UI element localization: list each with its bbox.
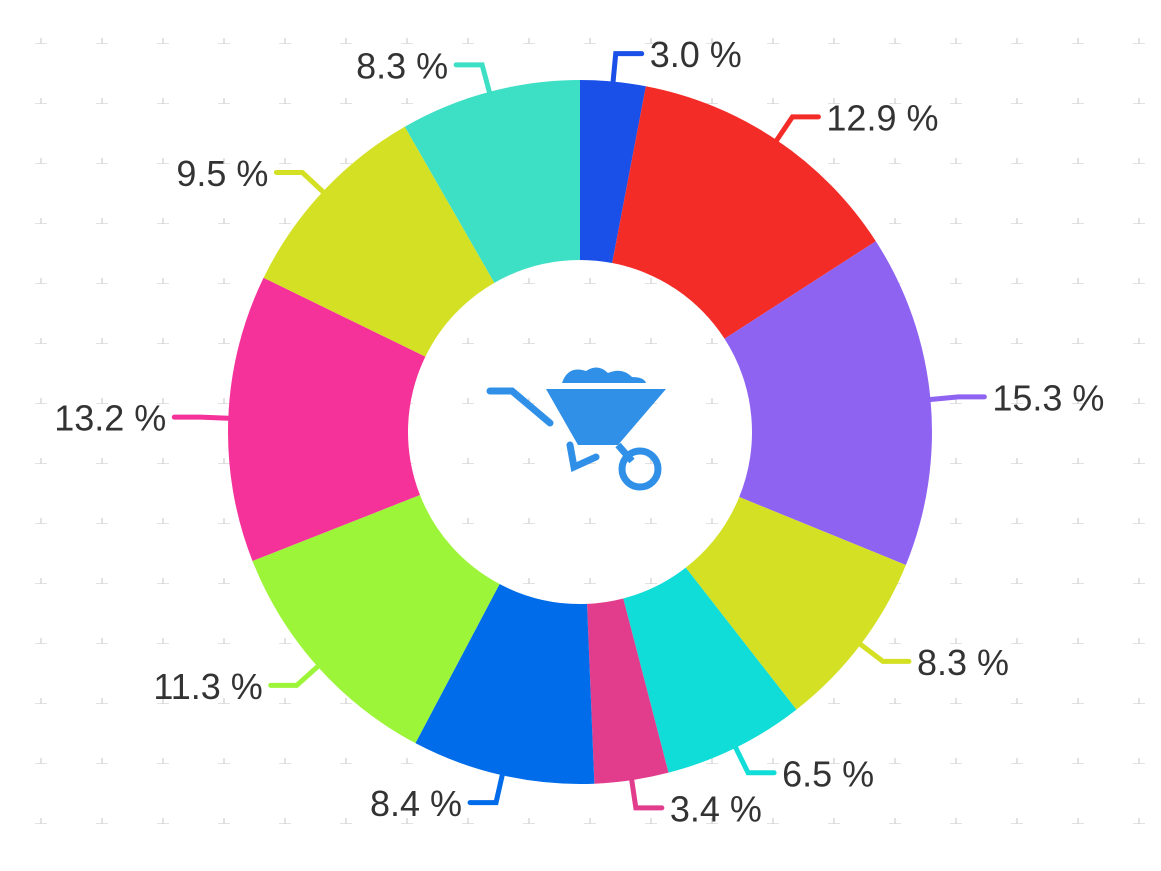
- leader-line: [774, 114, 821, 143]
- leader-line: [610, 51, 645, 85]
- data-label: 6.5 %: [782, 753, 874, 794]
- leader-line: [858, 641, 912, 664]
- data-label: 12.9 %: [826, 97, 938, 138]
- slice: [404, 80, 580, 283]
- leader-line: [273, 170, 326, 195]
- slice: [587, 598, 669, 784]
- leader-line: [733, 745, 777, 776]
- slice: [227, 277, 426, 561]
- data-label: 3.0 %: [650, 34, 742, 75]
- leader-line: [467, 772, 505, 806]
- slice: [724, 241, 932, 566]
- data-label: 3.4 %: [670, 788, 762, 829]
- slice: [415, 584, 595, 784]
- leader-line: [171, 414, 231, 421]
- slice: [263, 126, 495, 357]
- leader-line: [927, 394, 987, 402]
- slice: [612, 86, 876, 339]
- slice: [685, 497, 906, 710]
- slice: [252, 495, 500, 744]
- slice: [580, 80, 646, 264]
- data-label: 11.3 %: [153, 666, 262, 707]
- leader-line: [629, 777, 665, 811]
- leader-line: [453, 62, 492, 95]
- donut: [227, 80, 932, 784]
- wheelbarrow-icon: [486, 367, 666, 491]
- data-label: 13.2 %: [54, 398, 166, 439]
- data-label: 8.3 %: [356, 45, 448, 86]
- slice: [623, 567, 797, 773]
- leader-line: [268, 664, 321, 688]
- data-label: 15.3 %: [992, 377, 1104, 418]
- data-label: 8.3 %: [917, 642, 1009, 683]
- data-label: 8.4 %: [370, 783, 462, 824]
- data-label: 9.5 %: [176, 153, 268, 194]
